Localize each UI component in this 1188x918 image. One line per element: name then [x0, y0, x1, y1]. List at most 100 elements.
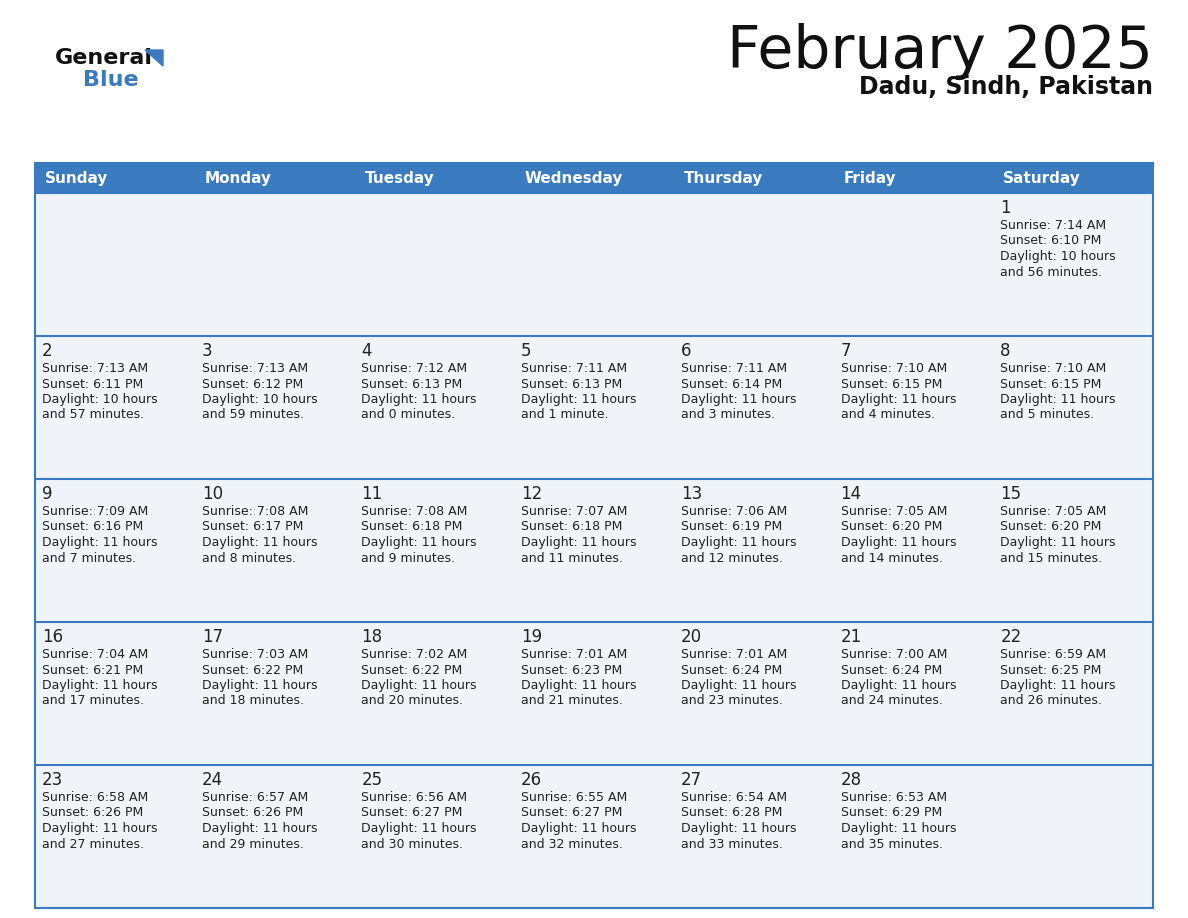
Text: 21: 21 [841, 628, 861, 646]
Text: Sunrise: 6:55 AM: Sunrise: 6:55 AM [522, 791, 627, 804]
Text: Sunset: 6:18 PM: Sunset: 6:18 PM [361, 521, 463, 533]
Text: Sunset: 6:15 PM: Sunset: 6:15 PM [1000, 377, 1101, 390]
Text: Daylight: 11 hours: Daylight: 11 hours [202, 679, 317, 692]
Text: 23: 23 [42, 771, 63, 789]
Text: Sunset: 6:18 PM: Sunset: 6:18 PM [522, 521, 623, 533]
Polygon shape [145, 50, 163, 66]
Text: Sunset: 6:14 PM: Sunset: 6:14 PM [681, 377, 782, 390]
Text: Sunrise: 6:58 AM: Sunrise: 6:58 AM [42, 791, 148, 804]
Text: 27: 27 [681, 771, 702, 789]
Text: Sunset: 6:26 PM: Sunset: 6:26 PM [42, 807, 144, 820]
Text: Daylight: 11 hours: Daylight: 11 hours [522, 679, 637, 692]
Text: Sunrise: 6:56 AM: Sunrise: 6:56 AM [361, 791, 468, 804]
Text: Daylight: 10 hours: Daylight: 10 hours [42, 393, 158, 406]
Text: Daylight: 11 hours: Daylight: 11 hours [841, 679, 956, 692]
Text: 5: 5 [522, 342, 532, 360]
Text: and 26 minutes.: and 26 minutes. [1000, 695, 1102, 708]
Text: Sunset: 6:15 PM: Sunset: 6:15 PM [841, 377, 942, 390]
Text: Sunrise: 7:08 AM: Sunrise: 7:08 AM [361, 505, 468, 518]
Text: 4: 4 [361, 342, 372, 360]
Text: Daylight: 11 hours: Daylight: 11 hours [841, 393, 956, 406]
Text: and 17 minutes.: and 17 minutes. [42, 695, 144, 708]
Text: Sunday: Sunday [45, 171, 108, 185]
Text: 1: 1 [1000, 199, 1011, 217]
Text: Tuesday: Tuesday [365, 171, 434, 185]
Text: and 30 minutes.: and 30 minutes. [361, 837, 463, 850]
Text: Daylight: 11 hours: Daylight: 11 hours [1000, 536, 1116, 549]
Text: February 2025: February 2025 [727, 23, 1154, 80]
Text: 11: 11 [361, 485, 383, 503]
Text: 6: 6 [681, 342, 691, 360]
Text: 26: 26 [522, 771, 542, 789]
Text: 7: 7 [841, 342, 851, 360]
Text: Daylight: 11 hours: Daylight: 11 hours [681, 393, 796, 406]
Text: Wednesday: Wednesday [524, 171, 623, 185]
Text: General: General [55, 48, 153, 68]
Text: Sunset: 6:17 PM: Sunset: 6:17 PM [202, 521, 303, 533]
Bar [34, 163, 1154, 193]
Text: Daylight: 11 hours: Daylight: 11 hours [361, 679, 476, 692]
Bar [34, 765, 1154, 908]
Text: 3: 3 [202, 342, 213, 360]
Text: 19: 19 [522, 628, 542, 646]
Text: and 12 minutes.: and 12 minutes. [681, 552, 783, 565]
Bar [34, 193, 1154, 336]
Text: Sunset: 6:12 PM: Sunset: 6:12 PM [202, 377, 303, 390]
Text: Sunrise: 7:03 AM: Sunrise: 7:03 AM [202, 648, 308, 661]
Text: and 5 minutes.: and 5 minutes. [1000, 409, 1094, 421]
Text: Sunrise: 6:57 AM: Sunrise: 6:57 AM [202, 791, 308, 804]
Text: Sunrise: 6:59 AM: Sunrise: 6:59 AM [1000, 648, 1106, 661]
Text: Sunrise: 7:10 AM: Sunrise: 7:10 AM [1000, 362, 1106, 375]
Text: Dadu, Sindh, Pakistan: Dadu, Sindh, Pakistan [859, 75, 1154, 99]
Text: 16: 16 [42, 628, 63, 646]
Text: Sunrise: 7:07 AM: Sunrise: 7:07 AM [522, 505, 627, 518]
Text: Sunset: 6:28 PM: Sunset: 6:28 PM [681, 807, 782, 820]
Text: Sunset: 6:13 PM: Sunset: 6:13 PM [522, 377, 623, 390]
Text: Sunset: 6:20 PM: Sunset: 6:20 PM [841, 521, 942, 533]
Text: Sunrise: 7:05 AM: Sunrise: 7:05 AM [841, 505, 947, 518]
Text: Friday: Friday [843, 171, 896, 185]
Text: and 59 minutes.: and 59 minutes. [202, 409, 304, 421]
Text: Sunrise: 7:05 AM: Sunrise: 7:05 AM [1000, 505, 1107, 518]
Text: Sunrise: 6:53 AM: Sunrise: 6:53 AM [841, 791, 947, 804]
Text: Saturday: Saturday [1004, 171, 1081, 185]
Text: Sunrise: 7:09 AM: Sunrise: 7:09 AM [42, 505, 148, 518]
Text: Daylight: 11 hours: Daylight: 11 hours [1000, 679, 1116, 692]
Text: Daylight: 11 hours: Daylight: 11 hours [522, 536, 637, 549]
Text: 15: 15 [1000, 485, 1022, 503]
Text: and 8 minutes.: and 8 minutes. [202, 552, 296, 565]
Text: 20: 20 [681, 628, 702, 646]
Text: Daylight: 11 hours: Daylight: 11 hours [1000, 393, 1116, 406]
Text: 28: 28 [841, 771, 861, 789]
Text: Daylight: 11 hours: Daylight: 11 hours [522, 822, 637, 835]
Text: Sunset: 6:23 PM: Sunset: 6:23 PM [522, 664, 623, 677]
Text: Daylight: 11 hours: Daylight: 11 hours [522, 393, 637, 406]
Text: Sunset: 6:22 PM: Sunset: 6:22 PM [361, 664, 462, 677]
Text: Daylight: 11 hours: Daylight: 11 hours [361, 393, 476, 406]
Text: Daylight: 11 hours: Daylight: 11 hours [361, 822, 476, 835]
Text: Sunrise: 7:04 AM: Sunrise: 7:04 AM [42, 648, 148, 661]
Text: Sunset: 6:22 PM: Sunset: 6:22 PM [202, 664, 303, 677]
Text: Sunset: 6:10 PM: Sunset: 6:10 PM [1000, 234, 1101, 248]
Text: and 27 minutes.: and 27 minutes. [42, 837, 144, 850]
Text: Daylight: 11 hours: Daylight: 11 hours [42, 679, 158, 692]
Text: Sunset: 6:26 PM: Sunset: 6:26 PM [202, 807, 303, 820]
Bar [34, 336, 1154, 479]
Text: Daylight: 11 hours: Daylight: 11 hours [681, 822, 796, 835]
Text: 12: 12 [522, 485, 543, 503]
Text: 9: 9 [42, 485, 52, 503]
Text: Daylight: 11 hours: Daylight: 11 hours [202, 822, 317, 835]
Text: Sunrise: 7:12 AM: Sunrise: 7:12 AM [361, 362, 468, 375]
Text: 17: 17 [202, 628, 223, 646]
Text: Daylight: 11 hours: Daylight: 11 hours [681, 679, 796, 692]
Text: Sunset: 6:11 PM: Sunset: 6:11 PM [42, 377, 144, 390]
Text: Sunrise: 7:00 AM: Sunrise: 7:00 AM [841, 648, 947, 661]
Text: Daylight: 11 hours: Daylight: 11 hours [42, 822, 158, 835]
Text: Sunrise: 6:54 AM: Sunrise: 6:54 AM [681, 791, 786, 804]
Text: Sunset: 6:27 PM: Sunset: 6:27 PM [361, 807, 463, 820]
Text: Sunset: 6:19 PM: Sunset: 6:19 PM [681, 521, 782, 533]
Text: 18: 18 [361, 628, 383, 646]
Text: 8: 8 [1000, 342, 1011, 360]
Text: Daylight: 11 hours: Daylight: 11 hours [202, 536, 317, 549]
Text: Sunset: 6:24 PM: Sunset: 6:24 PM [681, 664, 782, 677]
